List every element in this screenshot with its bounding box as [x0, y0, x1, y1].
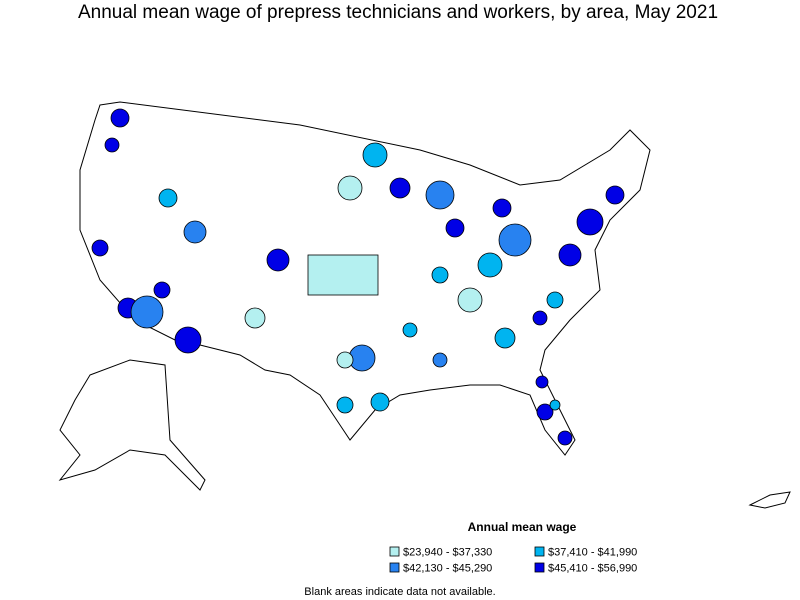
area: [605, 185, 625, 205]
area: [431, 266, 449, 284]
area: [536, 403, 554, 421]
area: [557, 430, 573, 446]
legend-swatch: [534, 546, 545, 557]
area: [158, 188, 178, 208]
area: [110, 108, 130, 128]
area: [389, 177, 411, 199]
legend-label: $45,410 - $56,990: [548, 563, 637, 575]
areas: [91, 108, 625, 446]
area: [91, 239, 109, 257]
area: [457, 287, 483, 313]
area: [546, 291, 564, 309]
area: [492, 198, 512, 218]
area: [532, 310, 548, 326]
area: [494, 327, 516, 349]
area: [402, 322, 418, 338]
area: [362, 142, 388, 168]
note: Blank areas indicate data not available.: [304, 586, 495, 598]
legend: $23,940 - $37,330 $37,410 - $41,990 $42,13…: [389, 546, 637, 575]
area: [307, 254, 379, 296]
area: [549, 399, 561, 411]
area: [336, 351, 354, 369]
area: [183, 220, 207, 244]
area: [445, 218, 465, 238]
legend-swatch: [534, 562, 545, 573]
legend-label: $23,940 - $37,330: [403, 547, 492, 559]
area: [535, 375, 549, 389]
area: [130, 295, 164, 329]
area: [337, 175, 363, 201]
area: [244, 307, 266, 329]
title: Annual mean wage of prepress technicians…: [78, 2, 718, 23]
area: [558, 243, 582, 267]
legend-swatch: [389, 562, 400, 573]
legend-label: $37,410 - $41,990: [548, 547, 637, 559]
area: [425, 180, 455, 210]
us-map: [58, 101, 791, 509]
area: [174, 326, 202, 354]
legend-label: $42,130 - $45,290: [403, 563, 492, 575]
legend-swatch: [389, 546, 400, 557]
legend-title: Annual mean wage: [468, 520, 577, 534]
area: [370, 392, 390, 412]
area: [266, 248, 290, 272]
area: [576, 208, 604, 236]
area: [153, 281, 171, 299]
alaska: [58, 359, 206, 491]
area: [432, 352, 448, 368]
area: [336, 396, 354, 414]
area: [104, 137, 120, 153]
area: [477, 252, 503, 278]
area: [498, 223, 532, 257]
hawaii: [748, 491, 791, 509]
